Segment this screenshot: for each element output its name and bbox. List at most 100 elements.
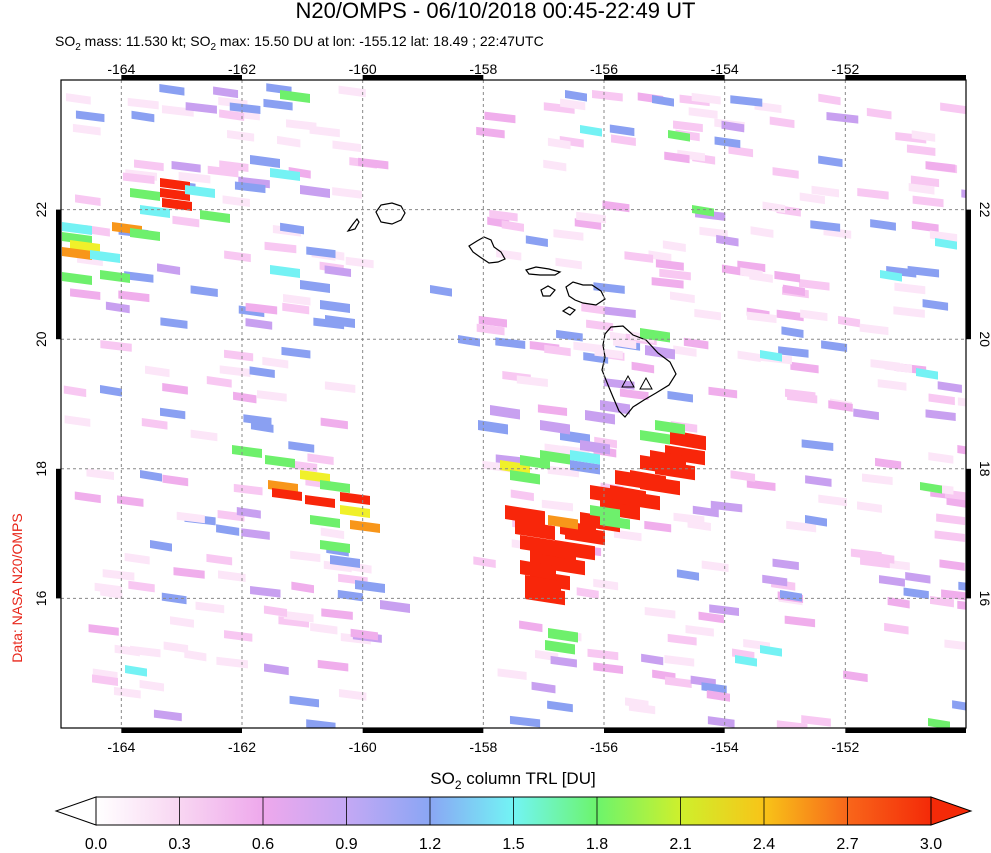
so2-pixel (305, 495, 335, 509)
so2-pixel (576, 211, 607, 224)
so2-pixel (140, 205, 170, 219)
so2-pixel (862, 473, 893, 486)
so2-pixel (490, 405, 520, 420)
so2-pixel (473, 556, 496, 569)
so2-pixel (810, 220, 841, 232)
so2-pixel (224, 349, 254, 362)
so2-pixel (922, 299, 949, 311)
so2-pixel (229, 102, 261, 115)
so2-pixel (544, 344, 571, 357)
so2-pixel (911, 130, 936, 142)
bottom-lon-label: -164 (107, 739, 135, 755)
so2-pixel (610, 485, 646, 506)
so2-pixel (280, 222, 305, 235)
so2-pixel (800, 309, 828, 322)
right-lat-label: 20 (977, 331, 991, 347)
so2-pixel (62, 272, 92, 286)
colorbar-tick-label: 1.8 (586, 836, 608, 853)
coastline-maui (565, 281, 606, 306)
so2-pixel (593, 282, 625, 294)
coastline-hawaii (601, 325, 677, 418)
so2-pixel (957, 444, 966, 455)
so2-pixel (206, 553, 233, 566)
so2-pixel (484, 111, 516, 124)
so2-pixel (910, 175, 940, 188)
so2-pixel (957, 397, 966, 407)
so2-pixel (590, 505, 620, 520)
so2-pixel (227, 130, 255, 142)
so2-pixel (159, 83, 185, 96)
so2-pixel (821, 340, 848, 352)
so2-pixel (630, 470, 666, 491)
so2-pixel (709, 604, 740, 616)
so2-pixel (171, 161, 201, 173)
so2-pixel (602, 200, 630, 213)
so2-pixel (600, 515, 630, 530)
bottom-lon-label: -152 (831, 739, 859, 755)
so2-pixel (72, 123, 101, 136)
so2-pixel (928, 393, 955, 406)
so2-pixel (547, 700, 573, 713)
coastline-niihau (346, 217, 360, 233)
so2-pixel (818, 155, 843, 168)
so2-pixel (74, 491, 101, 504)
so2-pixel (478, 315, 508, 328)
so2-pixel (573, 341, 605, 354)
so2-pixel (925, 409, 956, 421)
so2-pixel (613, 337, 637, 350)
so2-pixel (857, 501, 882, 513)
left-lat-label: 16 (33, 590, 49, 606)
so2-pixel (655, 420, 685, 435)
so2-pixel (265, 455, 295, 469)
so2-pixel (786, 520, 817, 533)
so2-pixel (570, 460, 600, 475)
so2-pixel (857, 187, 889, 200)
so2-pixel (801, 439, 834, 451)
so2-pixel (939, 559, 965, 571)
top-lon-label: -162 (228, 61, 256, 77)
so2-pixel (100, 587, 123, 599)
so2-pixel (127, 97, 159, 110)
so2-pixel (609, 124, 635, 137)
so2-pixel (236, 506, 261, 519)
so2-pixel (801, 715, 831, 727)
bottom-lon-label: -162 (228, 739, 256, 755)
so2-pixel (207, 165, 239, 178)
so2-pixel (545, 640, 575, 655)
left-frame-bar (56, 468, 61, 599)
so2-pixel (640, 430, 670, 445)
so2-pixel (476, 126, 505, 139)
colorbar-tick-label: 2.7 (836, 836, 858, 853)
so2-pixel (430, 285, 452, 297)
so2-pixel (664, 676, 692, 689)
so2-pixel (843, 670, 868, 683)
so2-pixel (118, 290, 150, 303)
so2-pixel (262, 356, 289, 369)
so2-pixel (216, 524, 240, 536)
so2-pixel (859, 323, 889, 336)
subtitle-subscript: 2 (210, 41, 217, 53)
so2-pixel (746, 479, 776, 492)
coastline-lanai (540, 285, 556, 297)
so2-pixel (838, 315, 861, 328)
so2-pixel (716, 234, 739, 247)
so2-pixel (250, 586, 281, 598)
so2-pixel (547, 137, 571, 150)
so2-pixel (699, 226, 728, 239)
so2-pixel (113, 686, 141, 699)
bottom-frame-bar (362, 728, 484, 733)
so2-pixel (219, 109, 245, 122)
so2-pixel (685, 625, 714, 637)
so2-pixel (232, 445, 262, 459)
so2-pixel (75, 110, 105, 123)
so2-pixel (317, 659, 349, 672)
so2-pixel (958, 581, 966, 591)
so2-pixel (961, 189, 966, 199)
so2-pixel (916, 368, 938, 380)
so2-pixel (619, 388, 649, 401)
so2-pixel (340, 492, 370, 506)
so2-pixel (581, 303, 608, 315)
so2-pixel (673, 120, 703, 133)
so2-pixel (62, 232, 92, 246)
so2-pixel (805, 475, 832, 487)
